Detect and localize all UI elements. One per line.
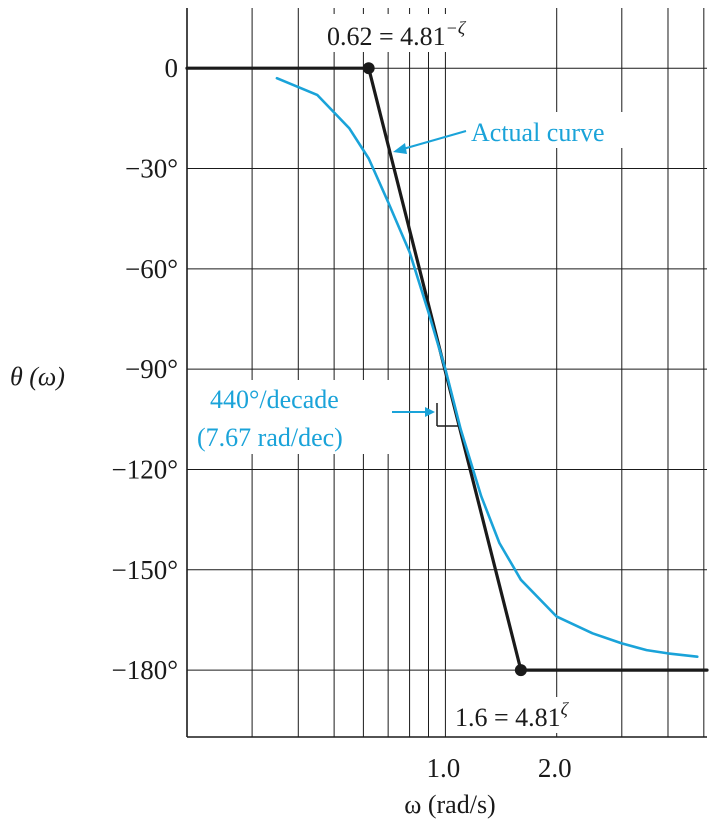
break-high-label-bg [450,697,598,733]
annotations: 0.62 = 4.81−ζ 1.6 = 4.81ζ Actual curve 4… [190,14,646,733]
y-tick-label: −180° [111,655,178,685]
break-low-label-bg [322,14,528,52]
x-axis-title: ω (rad/s) [404,790,495,819]
series-layer [185,66,709,672]
actual-curve-label: Actual curve [471,118,605,147]
break-point-marker [514,664,527,677]
break-high-exponent: ζ [561,699,570,719]
y-tick-label: −30° [125,154,178,184]
break-low-exponent: −ζ [446,18,467,38]
actual-curve-label-bg [468,112,646,148]
axes [186,8,707,738]
y-tick-label: −150° [111,555,178,585]
y-tick-label: −90° [125,354,178,384]
break-point-marker [362,62,375,75]
actual-curve-arrow [402,130,467,150]
y-tick-label: −120° [111,454,178,484]
y-axis-title: θ (ω) [10,362,65,391]
actual-curve [275,76,699,658]
slope-label-line2: (7.67 rad/dec) [197,423,343,452]
slope-label-bg [190,380,392,454]
slope-label-line1: 440°/decade [210,385,339,414]
y-tick-label: −60° [125,254,178,284]
slope-arrowhead [425,407,435,417]
x-tick-label: 1.0 [427,753,461,783]
y-tick-label: 0 [165,53,179,83]
x-tick-label: 2.0 [538,753,572,783]
break-high-label: 1.6 = 4.81ζ [455,699,570,732]
axis-labels: θ (ω) ω (rad/s) 0 −30° −60° −90° −120° −150° −… [10,53,572,819]
actual-curve-arrowhead [393,143,407,154]
break-low-label: 0.62 = 4.81−ζ [327,18,467,51]
break-points [362,62,527,677]
